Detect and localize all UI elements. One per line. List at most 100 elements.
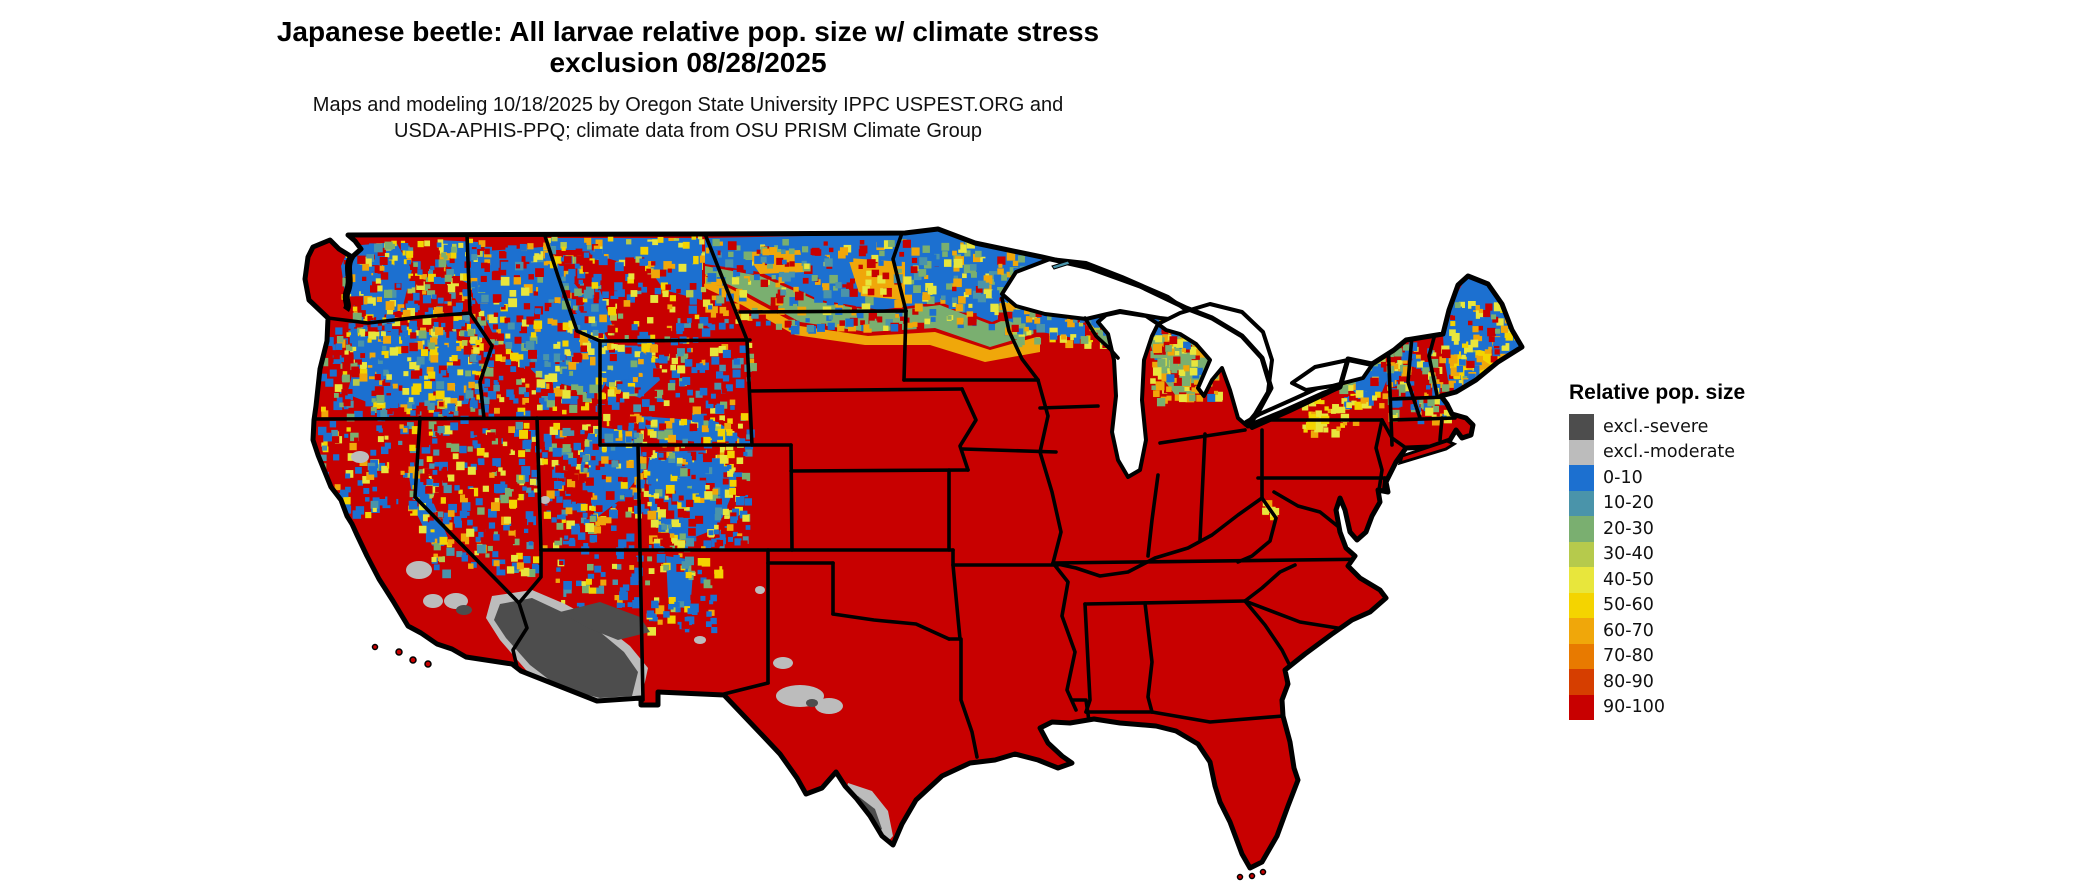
map-region-blob	[408, 470, 448, 558]
state-border-line	[947, 637, 979, 759]
legend-row: 60-70	[1569, 618, 1929, 644]
legend-label: 20-30	[1603, 518, 1654, 539]
state-border-line	[1390, 395, 1449, 401]
state-border-line	[703, 232, 749, 342]
state-border-line	[598, 338, 752, 343]
legend-row: 0-10	[1569, 465, 1929, 491]
map-subtitle-line2: USDA-APHIS-PPQ; climate data from OSU PR…	[394, 120, 982, 142]
offshore-island	[1259, 868, 1267, 876]
exclusion-spot	[694, 636, 706, 644]
state-border-line	[312, 416, 602, 421]
state-border-line	[1243, 563, 1297, 603]
state-border-line	[326, 311, 472, 325]
long-island	[1397, 439, 1458, 466]
offshore-island	[395, 648, 403, 656]
map-legend: Relative pop. size excl.-severe excl.-mod…	[1569, 381, 1929, 720]
legend-swatch-c30	[1569, 541, 1594, 567]
exclusion-spot	[444, 593, 468, 609]
state-border-line	[789, 443, 794, 552]
legend-label: 10-20	[1603, 493, 1654, 514]
exclusion-zone	[560, 602, 650, 640]
state-border-line	[1374, 418, 1384, 492]
legend-label: 90-100	[1603, 697, 1665, 718]
offshore-island	[1236, 873, 1244, 881]
state-border-line	[511, 601, 529, 669]
state-border-line	[517, 548, 543, 605]
legend-swatch-c40	[1569, 567, 1594, 593]
legend-swatch-c0	[1569, 465, 1594, 491]
legend-row: 50-60	[1569, 592, 1929, 618]
state-border-line	[1143, 601, 1154, 714]
legend-swatch-c10	[1569, 490, 1594, 516]
state-border-line	[1083, 316, 1120, 360]
state-border-line	[1406, 334, 1422, 420]
legend-label: 60-70	[1603, 620, 1654, 641]
state-borders	[312, 231, 1457, 759]
state-border-line	[831, 612, 951, 641]
header: Japanese beetle: All larvae relative pop…	[0, 16, 1376, 144]
state-border-line	[1051, 557, 1382, 565]
state-border-line	[1438, 416, 1444, 442]
state-border-line	[902, 309, 908, 382]
offshore-island	[1248, 872, 1256, 880]
legend-label: 0-10	[1603, 467, 1643, 488]
legend-rows: excl.-severe excl.-moderate 0-10 10-20 20-30…	[1569, 414, 1929, 720]
exclusion-spot	[351, 451, 369, 463]
state-border-line	[789, 468, 970, 473]
legend-row: 70-80	[1569, 643, 1929, 669]
legend-label: 80-90	[1603, 671, 1654, 692]
state-border-line	[1038, 404, 1100, 410]
map-subtitle-line1: Maps and modeling 10/18/2025 by Oregon S…	[312, 94, 1064, 116]
isle-royale	[1051, 260, 1071, 270]
state-border-line	[1146, 473, 1160, 558]
state-border-line	[636, 443, 642, 552]
lake-ontario	[1290, 358, 1374, 392]
offshore-island	[424, 660, 432, 668]
state-border-line	[543, 234, 602, 343]
legend-swatch-c70	[1569, 643, 1594, 669]
legend-swatch-c80	[1569, 669, 1594, 695]
state-border-line	[1390, 416, 1457, 422]
legend-label: 30-40	[1603, 544, 1654, 565]
state-border-line	[748, 387, 964, 393]
legend-row: 90-100	[1569, 694, 1929, 720]
legend-row: 20-30	[1569, 516, 1929, 542]
state-border-line	[722, 681, 770, 696]
legend-row: excl.-severe	[1569, 414, 1929, 440]
legend-label: 70-80	[1603, 646, 1654, 667]
state-border-line	[468, 311, 494, 420]
exclusion-spot	[755, 586, 765, 594]
legend-swatch-c20	[1569, 516, 1594, 542]
conus-outline	[302, 226, 1525, 871]
map-title-line1: Japanese beetle: All larvae relative pop…	[276, 16, 1100, 47]
legend-row: 30-40	[1569, 541, 1929, 567]
state-border-line	[1427, 332, 1439, 397]
legend-swatch-exclSevere	[1569, 414, 1594, 440]
state-border-line	[638, 548, 645, 702]
state-border-line	[1158, 428, 1247, 445]
state-border-line	[535, 416, 543, 552]
state-border-line	[1083, 599, 1247, 606]
state-border-line	[465, 233, 472, 315]
puget-sound-inlets	[342, 254, 356, 312]
legend-swatch-c60	[1569, 618, 1594, 644]
map-title-line2: exclusion 08/28/2025	[549, 47, 827, 78]
legend-label: excl.-severe	[1603, 416, 1709, 437]
legend-row: 10-20	[1569, 490, 1929, 516]
exclusion-spot	[815, 698, 843, 714]
map-region-blob	[705, 266, 1040, 347]
state-border-line	[413, 416, 521, 605]
offshore-island	[409, 656, 417, 664]
exclusion-spot	[423, 594, 443, 608]
legend-swatch-exclModerate	[1569, 439, 1594, 465]
legend-row: 80-90	[1569, 669, 1929, 695]
state-border-line	[1051, 496, 1264, 578]
state-border-line	[891, 231, 908, 313]
offshore-island	[371, 643, 379, 651]
state-border-line	[1150, 710, 1285, 724]
legend-label: excl.-moderate	[1603, 442, 1736, 463]
legend-row: 40-50	[1569, 567, 1929, 593]
exclusion-spot	[806, 699, 818, 707]
